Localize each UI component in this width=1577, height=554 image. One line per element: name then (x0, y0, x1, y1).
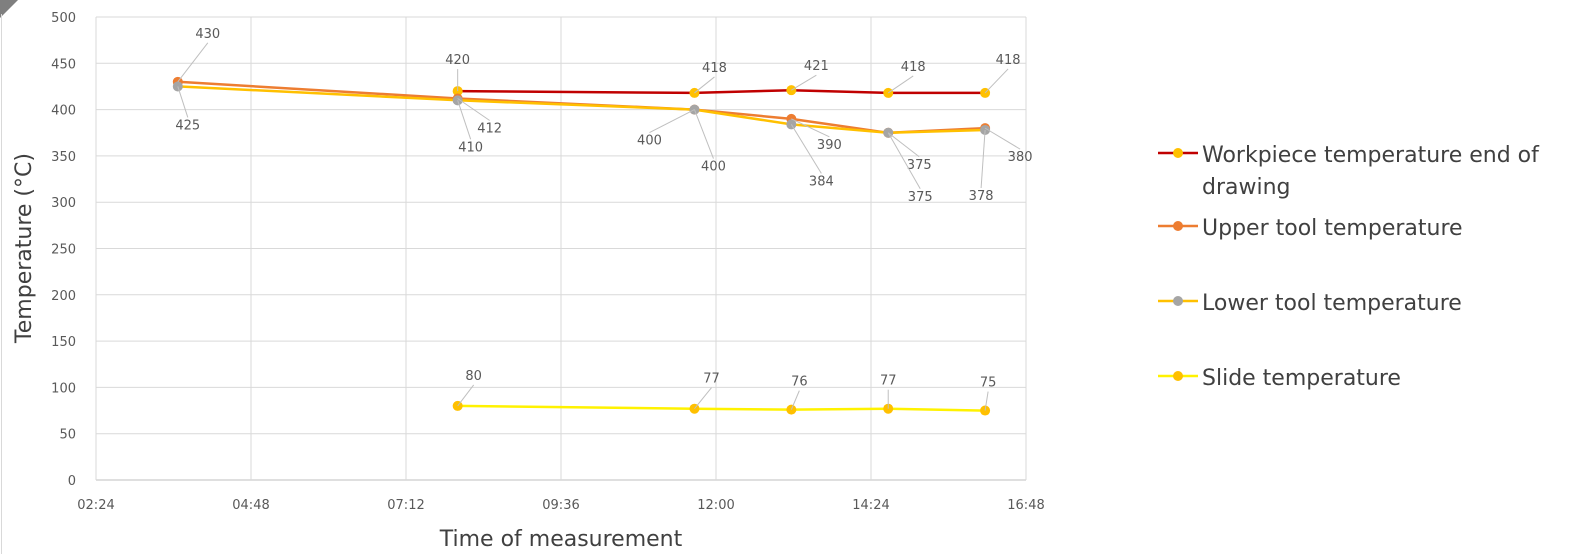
grid-layer (95, 16, 1027, 481)
data-label-leader (984, 127, 1021, 150)
data-label: 77 (703, 372, 720, 387)
data-label: 77 (880, 374, 897, 389)
x-tick-label: 02:24 (77, 498, 114, 513)
y-tick-label: 500 (51, 11, 76, 26)
legend-swatch-marker (1173, 148, 1183, 158)
y-tick-label: 450 (51, 57, 76, 72)
legend-label: Workpiece temperature end of (1202, 143, 1540, 168)
legend-label: drawing (1202, 175, 1291, 200)
data-label-leader (694, 76, 715, 94)
x-tick-label: 09:36 (542, 498, 579, 513)
data-label: 430 (195, 27, 220, 42)
y-tick-label: 400 (51, 104, 76, 119)
data-label-leader (887, 132, 921, 189)
data-label: 410 (458, 140, 483, 155)
data-label-leader (457, 100, 472, 140)
y-tick-label: 350 (51, 150, 76, 165)
legend-label: Lower tool temperature (1202, 291, 1462, 316)
y-tick-label: 200 (51, 289, 76, 304)
data-label-leader (887, 75, 914, 94)
data-label-leader (649, 109, 695, 134)
data-label-layer: 420 418 421 418 418 430 412 400 390 375 380 425 410 4… (175, 27, 1033, 411)
data-label: 80 (465, 369, 482, 384)
data-label: 378 (969, 189, 994, 204)
legend-label: Slide temperature (1202, 366, 1401, 391)
data-label-leader (177, 42, 209, 83)
corner-triangle (0, 0, 18, 18)
legend: Workpiece temperature end of drawing Upper… (1158, 143, 1540, 391)
series-line (457, 88, 986, 95)
series-layer (172, 76, 991, 416)
data-label: 75 (980, 376, 997, 391)
data-label: 375 (908, 190, 933, 205)
series-line (177, 80, 986, 135)
data-label-leader (457, 384, 475, 407)
data-label-leader (457, 98, 490, 121)
data-label-leader (980, 129, 986, 189)
data-label-leader (790, 390, 800, 410)
data-label-leader (694, 109, 714, 159)
data-label: 380 (1008, 150, 1033, 165)
data-label: 421 (804, 59, 829, 74)
legend-swatch-marker (1173, 296, 1183, 306)
x-tick-label: 16:48 (1007, 498, 1044, 513)
y-tick-label: 300 (51, 196, 76, 211)
y-tick-label: 50 (59, 428, 76, 443)
data-label-leader (887, 132, 920, 158)
data-label: 418 (901, 60, 926, 75)
y-tick-label: 100 (51, 381, 76, 396)
data-label-leader (984, 68, 1009, 94)
x-tick-label: 14:24 (852, 498, 889, 513)
data-label: 400 (637, 134, 662, 149)
data-label-leader (791, 118, 830, 138)
data-label: 384 (809, 174, 834, 189)
x-tick-label: 04:48 (232, 498, 269, 513)
data-label: 400 (701, 160, 726, 175)
series-line (457, 404, 986, 412)
data-label: 76 (791, 375, 808, 390)
data-label-leader (791, 74, 817, 91)
data-label: 375 (907, 158, 932, 173)
legend-swatch-marker (1173, 221, 1183, 231)
y-tick-label: 250 (51, 243, 76, 258)
data-label-leader (790, 124, 822, 174)
x-axis-title: Time of measurement (439, 527, 683, 552)
x-tick-label: 12:00 (697, 498, 734, 513)
data-label-leader (177, 86, 189, 118)
data-label-leader (984, 391, 989, 411)
x-tick-label: 07:12 (387, 498, 424, 513)
data-label-leader (694, 387, 712, 410)
tick-layer: 0 50 100 150 200 250 300 350 400 450 500 02:24 04:48… (51, 11, 1045, 513)
series-line (177, 85, 986, 135)
legend-swatch-marker (1173, 371, 1183, 381)
data-label: 420 (445, 53, 470, 68)
y-tick-label: 0 (68, 474, 76, 489)
data-label: 418 (702, 61, 727, 76)
data-label: 418 (996, 53, 1021, 68)
data-label: 425 (175, 118, 200, 133)
y-axis-title: Temperature (°C) (12, 153, 37, 344)
data-label: 390 (817, 138, 842, 153)
data-label: 412 (477, 121, 502, 136)
legend-label: Upper tool temperature (1202, 216, 1463, 241)
y-tick-label: 150 (51, 335, 76, 350)
